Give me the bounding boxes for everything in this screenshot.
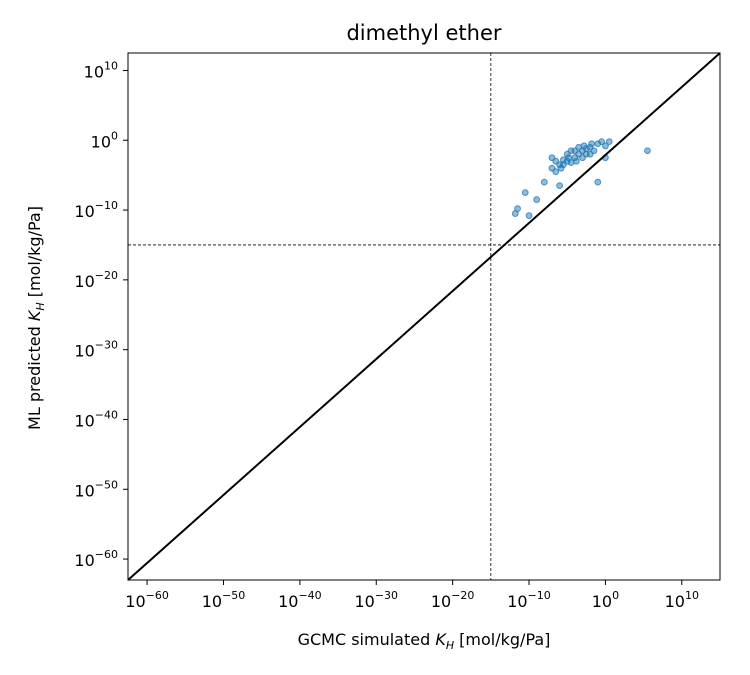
plot-area	[127, 52, 721, 581]
data-point	[525, 212, 533, 220]
data-point	[602, 142, 609, 150]
x-tick-label: 10−40	[278, 589, 322, 611]
y-axis-label-subscript: H	[34, 302, 47, 310]
x-axis-label-symbol: K	[435, 630, 447, 649]
data-point	[590, 147, 598, 155]
x-axis-label-prefix: GCMC simulated	[298, 630, 436, 649]
x-axis: 10−60 10−50 10−40 10−30 10−20 10−10 100 1010	[125, 580, 699, 611]
data-point	[588, 140, 596, 148]
data-point	[572, 157, 580, 165]
y-tick-label: 10−50	[74, 478, 118, 500]
y-tick-label: 10−30	[74, 339, 118, 361]
data-point	[533, 196, 541, 203]
data-point	[556, 182, 563, 190]
data-point	[605, 138, 613, 146]
y-axis-label-suffix: [mol/kg/Pa]	[25, 206, 44, 302]
data-point	[594, 178, 602, 186]
x-tick-label: 100	[592, 589, 619, 611]
x-tick-label: 10−60	[125, 589, 169, 611]
data-point	[598, 138, 605, 146]
y-axis-label-symbol: K	[25, 309, 44, 321]
identity-line	[127, 52, 721, 581]
x-tick-label: 1010	[665, 589, 699, 611]
x-tick-label: 10−10	[507, 589, 551, 611]
y-axis: 10−60 10−50 10−40 10−30 10−20 10−10 100 1010	[74, 59, 128, 570]
x-axis-label-suffix: [mol/kg/Pa]	[454, 630, 550, 649]
plot-frame	[127, 52, 721, 581]
data-point	[644, 147, 651, 155]
y-tick-label: 10−60	[74, 548, 118, 570]
x-axis-label-subscript: H	[446, 639, 454, 652]
y-axis-label-prefix: ML predicted	[25, 321, 44, 430]
x-tick-label: 10−50	[202, 589, 246, 611]
data-point	[514, 205, 521, 213]
x-tick-label: 10−20	[431, 589, 475, 611]
x-axis-label: GCMC simulated KH [mol/kg/Pa]	[298, 630, 551, 652]
y-tick-label: 1010	[84, 59, 118, 81]
data-point	[521, 189, 529, 197]
x-tick-label: 10−30	[354, 589, 398, 611]
chart-title: dimethyl ether	[346, 21, 501, 45]
y-tick-label: 10−20	[74, 269, 118, 291]
data-point	[540, 178, 548, 186]
data-point	[552, 168, 560, 176]
y-tick-label: 10−10	[74, 199, 118, 221]
y-axis-label: ML predicted KH [mol/kg/Pa]	[25, 206, 47, 430]
y-tick-label: 100	[91, 129, 118, 151]
y-tick-label: 10−40	[74, 408, 118, 430]
